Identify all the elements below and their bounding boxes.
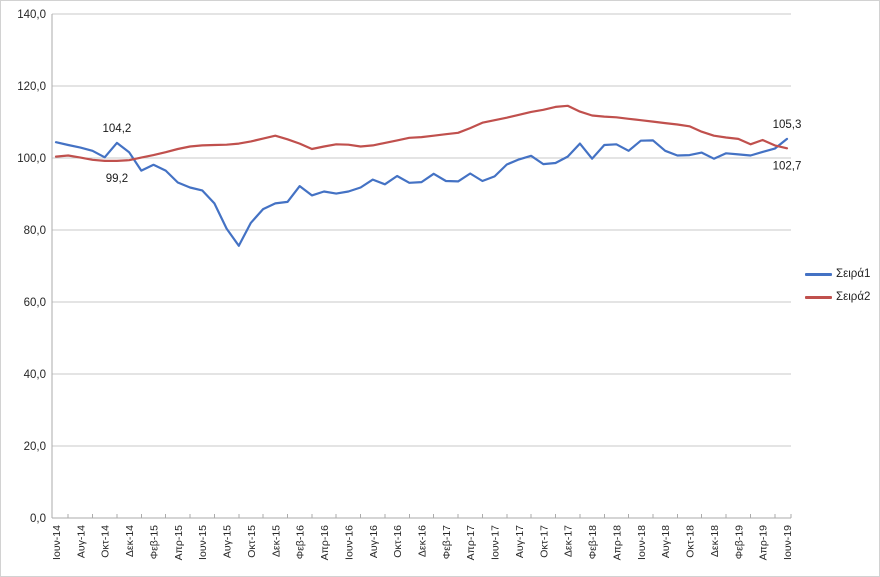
data-label: 99,2 bbox=[106, 173, 128, 185]
x-axis-tick-label: Οκτ-16 bbox=[392, 525, 404, 558]
series2-line-swatch bbox=[805, 295, 832, 299]
x-axis-tick-label: Ιουν-17 bbox=[490, 525, 502, 560]
x-axis-tick-label: Φεβ-16 bbox=[295, 525, 307, 559]
x-axis-tick-label: Δεκ-14 bbox=[124, 525, 136, 557]
x-axis-tick-label: Αυγ-14 bbox=[75, 525, 87, 558]
legend-label-series2: Σειρά2 bbox=[836, 291, 871, 303]
y-axis-tick-label: 60,0 bbox=[24, 297, 46, 309]
y-axis-tick-label: 120,0 bbox=[17, 81, 46, 93]
x-axis-tick-label: Ιουν-19 bbox=[782, 525, 794, 560]
x-axis-tick-label: Ιουν-18 bbox=[636, 525, 648, 560]
x-axis-tick-label: Δεκ-17 bbox=[563, 525, 575, 557]
series1-line-swatch bbox=[805, 272, 832, 276]
x-axis-tick-label: Ιουν-16 bbox=[343, 525, 355, 560]
series-line-1 bbox=[54, 137, 789, 247]
x-axis-tick-label: Αυγ-15 bbox=[222, 525, 234, 558]
x-axis-tick-label: Οκτ-15 bbox=[246, 525, 258, 558]
series-line-2 bbox=[54, 104, 789, 162]
x-axis-tick-label: Φεβ-18 bbox=[587, 525, 599, 559]
data-label: 102,7 bbox=[773, 160, 802, 172]
y-axis-tick-label: 140,0 bbox=[17, 9, 46, 21]
x-axis-tick-label: Ιουν-15 bbox=[197, 525, 209, 560]
x-axis-tick-label: Αυγ-17 bbox=[514, 525, 526, 558]
legend-item-series1: Σειρά1 bbox=[805, 267, 870, 281]
x-axis-tick-label: Αυγ-18 bbox=[660, 525, 672, 558]
y-axis-tick-label: 80,0 bbox=[24, 225, 46, 237]
y-axis-tick-label: 100,0 bbox=[17, 153, 46, 165]
x-axis-tick-label: Απρ-16 bbox=[319, 525, 331, 561]
legend-item-series2: Σειρά2 bbox=[805, 290, 870, 304]
x-axis-tick-label: Οκτ-18 bbox=[685, 525, 697, 558]
chart-legend: Σειρά1 Σειρά2 bbox=[805, 267, 870, 304]
x-axis-tick-label: Απρ-17 bbox=[465, 525, 477, 561]
legend-label-series1: Σειρά1 bbox=[836, 268, 871, 280]
x-axis-tick-label: Αυγ-16 bbox=[368, 525, 380, 558]
x-axis-tick-label: Φεβ-15 bbox=[148, 525, 160, 559]
x-axis-tick-label: Απρ-19 bbox=[758, 525, 770, 561]
y-axis-tick-label: 40,0 bbox=[24, 369, 46, 381]
data-label: 104,2 bbox=[103, 123, 132, 135]
x-axis-tick-label: Δεκ-18 bbox=[709, 525, 721, 557]
x-axis-tick-label: Φεβ-19 bbox=[733, 525, 745, 559]
x-axis-tick-label: Δεκ-16 bbox=[417, 525, 429, 557]
x-axis-tick-label: Ιουν-14 bbox=[51, 525, 63, 560]
x-axis-tick-label: Οκτ-14 bbox=[100, 525, 112, 558]
x-axis-tick-label: Απρ-15 bbox=[173, 525, 185, 561]
x-axis-tick-label: Απρ-18 bbox=[611, 525, 623, 561]
y-axis-tick-label: 20,0 bbox=[24, 441, 46, 453]
x-axis-tick-label: Φεβ-17 bbox=[441, 525, 453, 559]
x-axis-tick-label: Δεκ-15 bbox=[270, 525, 282, 557]
y-axis-tick-label: 0,0 bbox=[30, 513, 46, 525]
x-axis-tick-label: Οκτ-17 bbox=[538, 525, 550, 558]
data-label: 105,3 bbox=[773, 119, 802, 131]
